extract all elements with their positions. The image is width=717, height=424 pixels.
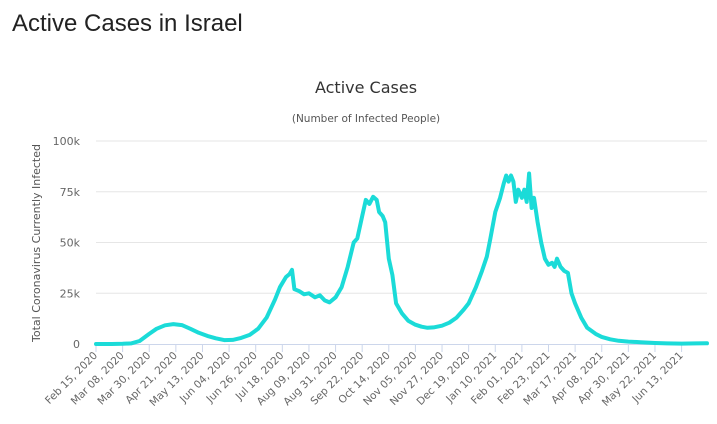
series-group: [94, 171, 709, 346]
page-heading: Active Cases in Israel: [12, 10, 243, 37]
y-axis-ticks: 0 25k 50k 75k 100k: [53, 135, 81, 351]
y-tick-label: 50k: [60, 237, 81, 250]
y-axis-label: Total Coronavirus Currently Infected: [30, 144, 43, 343]
y-tick-label: 75k: [60, 186, 81, 199]
grid-lines: [96, 140, 707, 294]
series-line: [94, 171, 709, 346]
chart-title: Active Cases: [315, 78, 417, 97]
y-tick-label: 25k: [60, 287, 81, 300]
y-tick-label: 0: [73, 338, 80, 351]
chart-subtitle: (Number of Infected People): [292, 113, 440, 125]
y-tick-label: 100k: [53, 135, 81, 148]
